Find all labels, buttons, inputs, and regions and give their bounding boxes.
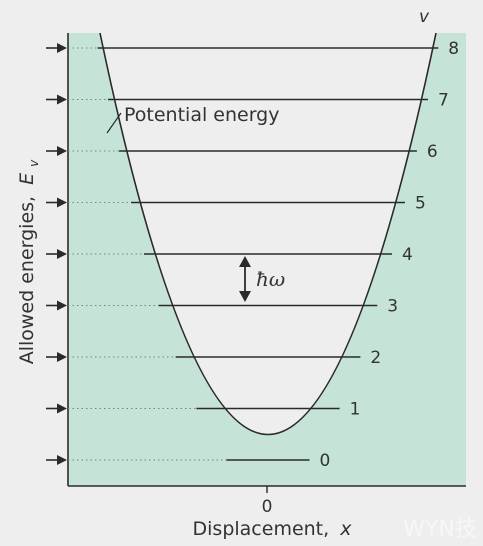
energy-level-number: 8: [448, 39, 459, 59]
energy-level-arrow-head: [57, 455, 67, 465]
spacing-indicator: [239, 256, 251, 302]
y-axis-title-subscript: v: [27, 159, 41, 167]
x-axis-title-symbol: x: [339, 518, 352, 540]
quantum-number-header: v: [419, 7, 430, 27]
energy-level-number: 2: [370, 348, 381, 368]
energy-levels: 0 1 2 3 4 5 6 7 8: [46, 39, 459, 471]
energy-level-arrow-head: [57, 146, 67, 156]
x-axis-title-main: Displacement,: [193, 518, 330, 540]
energy-level-number: 6: [427, 142, 438, 162]
energy-level-arrow-head: [57, 43, 67, 53]
energy-level-arrow-head: [57, 352, 67, 362]
curve-label: Potential energy: [124, 104, 279, 126]
energy-level-arrow-head: [57, 300, 67, 311]
energy-level-arrow-head: [57, 403, 67, 414]
y-axis-title-main: Allowed energies,: [16, 196, 38, 364]
energy-level-number: 4: [402, 245, 413, 265]
energy-level-number: 0: [320, 451, 331, 471]
spacing-label: ħω: [256, 267, 285, 291]
energy-level-arrow-head: [57, 249, 67, 259]
energy-level-number: 3: [387, 297, 398, 317]
energy-level-arrow-head: [57, 94, 67, 105]
potential-shaded-region: [68, 33, 466, 486]
watermark-logo: WYN技: [403, 517, 477, 542]
energy-level-arrow-head: [57, 197, 67, 208]
energy-level-number: 7: [438, 91, 449, 111]
curve-callout-leader: [106, 112, 122, 134]
x-axis-title: Displacement, x: [193, 518, 353, 540]
energy-level-number: 1: [350, 400, 361, 420]
potential-energy-curve: [99, 32, 437, 435]
origin-label: 0: [262, 497, 273, 517]
y-axis-title: Allowed energies, E v: [16, 159, 41, 364]
energy-level-number: 5: [415, 194, 426, 214]
y-axis-title-symbol: E: [16, 173, 38, 185]
